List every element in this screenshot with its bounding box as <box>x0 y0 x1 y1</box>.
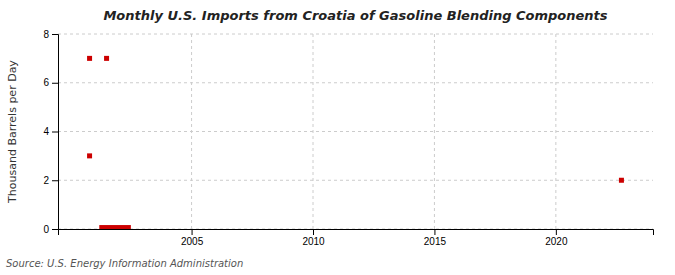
x-tick-mark <box>434 229 435 235</box>
y-tick: 8 <box>43 29 58 40</box>
grid <box>58 34 653 229</box>
y-tick-mark <box>52 34 58 35</box>
x-tick-mark <box>556 229 557 235</box>
x-tick: 2020 <box>545 229 568 247</box>
grid-line-y <box>58 82 653 83</box>
y-axis: 0 2 4 6 8 <box>43 29 58 235</box>
y-tick-mark <box>52 83 58 84</box>
grid-line-x <box>434 34 435 229</box>
point <box>619 178 624 183</box>
y-tick: 0 <box>43 224 58 235</box>
line-segment <box>99 225 131 229</box>
grid-line-y <box>58 131 653 132</box>
marks <box>87 56 624 227</box>
y-tick-label: 8 <box>43 29 49 40</box>
grid-line-y <box>58 180 653 181</box>
x-tick: 2005 <box>181 229 204 247</box>
y-axis-line <box>52 35 59 230</box>
chart: 2005 2010 2015 2020 0 2 4 6 8 Monthly U.S. Import… <box>0 0 675 275</box>
x-tick: 2010 <box>302 229 325 247</box>
plot-area: 2005 2010 2015 2020 0 2 4 6 8 <box>43 29 653 247</box>
point <box>87 153 92 158</box>
y-tick: 4 <box>43 126 58 137</box>
x-tick: 2015 <box>424 229 447 247</box>
y-tick-label: 2 <box>43 175 49 186</box>
y-tick-mark <box>52 229 58 230</box>
x-axis: 2005 2010 2015 2020 <box>59 229 654 247</box>
grid-line-y <box>58 34 653 35</box>
x-tick-label: 2010 <box>302 236 325 247</box>
source-note: Source: U.S. Energy Information Administ… <box>6 258 243 269</box>
point <box>104 56 109 61</box>
x-tick-label: 2020 <box>545 236 568 247</box>
x-tick-mark <box>313 229 314 235</box>
y-tick: 2 <box>43 175 58 186</box>
x-axis-line <box>59 230 654 236</box>
x-tick-label: 2015 <box>424 236 447 247</box>
y-tick: 6 <box>43 77 58 88</box>
y-tick-label: 4 <box>43 126 49 137</box>
point <box>87 56 92 61</box>
y-tick-mark <box>52 180 58 181</box>
y-tick-label: 0 <box>43 224 49 235</box>
y-axis-label: Thousand Barrels per Day <box>6 60 19 204</box>
x-tick-mark <box>192 229 193 235</box>
y-tick-mark <box>52 132 58 133</box>
title: Monthly U.S. Imports from Croatia of Gas… <box>103 8 607 23</box>
x-tick-label: 2005 <box>181 236 204 247</box>
y-tick-label: 6 <box>43 77 49 88</box>
